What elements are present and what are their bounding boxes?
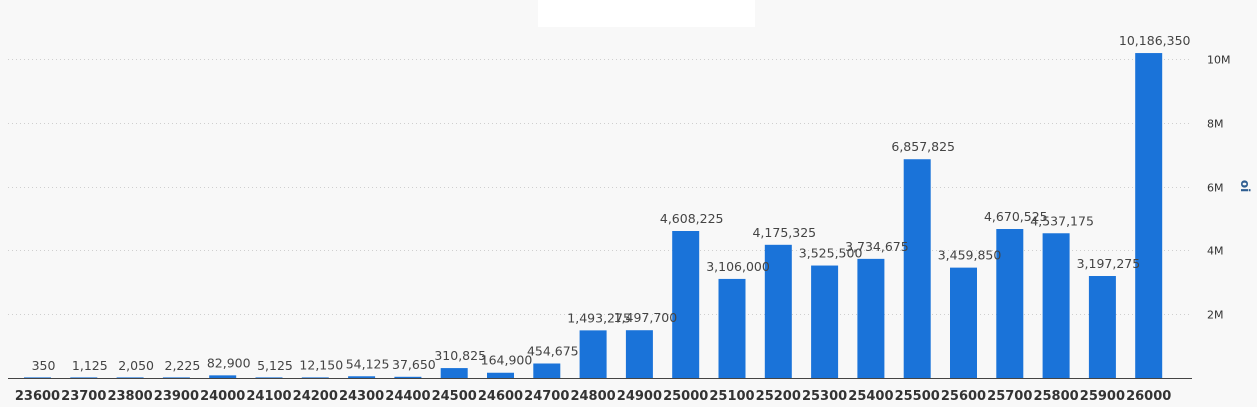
bar bbox=[533, 363, 561, 378]
grid-lines bbox=[8, 59, 1192, 315]
bar-value-label: 82,900 bbox=[207, 355, 251, 370]
x-tick-label: 25600 bbox=[941, 389, 986, 404]
bar-value-label: 3,106,000 bbox=[706, 259, 770, 274]
x-tick-label: 23600 bbox=[15, 389, 60, 404]
bar bbox=[672, 230, 700, 378]
x-tick-label: 24200 bbox=[293, 389, 338, 404]
bar-value-label: 2,050 bbox=[118, 358, 154, 373]
x-tick-label: 24400 bbox=[385, 389, 430, 404]
bar-value-label: 4,670,525 bbox=[984, 209, 1048, 224]
bars bbox=[24, 53, 1163, 379]
x-tick-label: 24800 bbox=[570, 389, 615, 404]
bar-value-label: 12,150 bbox=[299, 358, 343, 373]
bar-value-label: 3,197,275 bbox=[1077, 256, 1141, 271]
bar-value-label: 3,525,500 bbox=[799, 246, 863, 261]
x-tick-label: 24600 bbox=[478, 389, 523, 404]
bar-value-label: 1,497,700 bbox=[614, 310, 678, 325]
bar-value-label: 37,650 bbox=[392, 357, 436, 372]
bar bbox=[301, 377, 329, 378]
bar bbox=[764, 244, 792, 378]
bar bbox=[209, 375, 237, 378]
bar bbox=[348, 376, 376, 378]
x-tick-label: 25700 bbox=[987, 389, 1032, 404]
bar-value-label: 6,857,825 bbox=[891, 139, 955, 154]
x-tick-label: 24300 bbox=[339, 389, 384, 404]
bar-value-label: 1,125 bbox=[72, 358, 108, 373]
y-tick-label: 8M bbox=[1207, 118, 1224, 131]
bar-value-label: 454,675 bbox=[527, 343, 579, 358]
x-tick-label: 25100 bbox=[709, 389, 754, 404]
bar bbox=[1135, 53, 1163, 379]
bar-value-label: 4,608,225 bbox=[660, 211, 724, 226]
y-axis-ticks: 2M 4M 6M 8M 10M 12M bbox=[1207, 0, 1231, 322]
x-tick-label: 24900 bbox=[617, 389, 662, 404]
bar-value-labels: 350 1,125 2,050 2,225 82,900 5,125 12,150 54,12… bbox=[32, 33, 1191, 373]
y-axis-title: oi bbox=[1238, 180, 1252, 192]
bar-value-label: 10,186,350 bbox=[1119, 33, 1191, 48]
bar bbox=[579, 330, 607, 378]
bar-value-label: 164,900 bbox=[481, 353, 533, 368]
x-tick-label: 25200 bbox=[756, 389, 801, 404]
x-tick-label: 25000 bbox=[663, 389, 708, 404]
x-tick-label: 25800 bbox=[1033, 389, 1078, 404]
bar-value-label: 54,125 bbox=[346, 356, 390, 371]
bar bbox=[162, 377, 190, 378]
x-tick-label: 25400 bbox=[848, 389, 893, 404]
x-tick-label: 24700 bbox=[524, 389, 569, 404]
x-tick-label: 23800 bbox=[107, 389, 152, 404]
bar-value-label: 5,125 bbox=[257, 358, 293, 373]
x-tick-label: 23900 bbox=[154, 389, 199, 404]
x-tick-label: 24000 bbox=[200, 389, 245, 404]
x-tick-label: 25300 bbox=[802, 389, 847, 404]
bar-value-label: 2,225 bbox=[165, 358, 201, 373]
bar-value-label: 1,493,275 bbox=[567, 310, 631, 325]
bar bbox=[440, 368, 468, 378]
x-tick-label: 24500 bbox=[432, 389, 477, 404]
y-tick-label: 12M bbox=[1207, 0, 1231, 3]
x-tick-label: 23700 bbox=[61, 389, 106, 404]
bar bbox=[255, 377, 283, 378]
y-tick-label: 2M bbox=[1207, 309, 1224, 322]
y-tick-label: 6M bbox=[1207, 182, 1224, 195]
bar bbox=[24, 377, 51, 378]
bar-value-label: 350 bbox=[32, 358, 56, 373]
x-tick-label: 24100 bbox=[246, 389, 291, 404]
bar bbox=[996, 229, 1024, 378]
bar bbox=[1088, 276, 1116, 378]
bar-value-label: 4,175,325 bbox=[752, 225, 816, 240]
bar bbox=[487, 372, 514, 378]
x-axis-ticks: 23600 23700 23800 23900 24000 24100 24200 24300… bbox=[15, 389, 1171, 404]
bar bbox=[394, 376, 422, 378]
top-panel bbox=[538, 0, 755, 27]
bar-value-label: 310,825 bbox=[434, 348, 486, 363]
y-tick-label: 4M bbox=[1207, 245, 1224, 258]
x-tick-label: 25500 bbox=[895, 389, 940, 404]
bar-value-label: 3,459,850 bbox=[938, 248, 1002, 263]
bar-value-label: 4,537,175 bbox=[1030, 213, 1094, 228]
bar bbox=[1042, 233, 1070, 378]
bar bbox=[625, 330, 653, 378]
x-tick-label: 25900 bbox=[1080, 389, 1125, 404]
bar bbox=[718, 278, 746, 378]
bar-value-label: 3,734,675 bbox=[845, 239, 909, 254]
y-tick-label: 10M bbox=[1207, 54, 1231, 67]
x-tick-label: 26000 bbox=[1126, 389, 1171, 404]
bar bbox=[70, 377, 98, 378]
bar bbox=[950, 267, 977, 378]
bar bbox=[116, 377, 144, 378]
bar bbox=[811, 265, 839, 378]
bar bbox=[903, 159, 931, 378]
bar bbox=[857, 258, 885, 378]
